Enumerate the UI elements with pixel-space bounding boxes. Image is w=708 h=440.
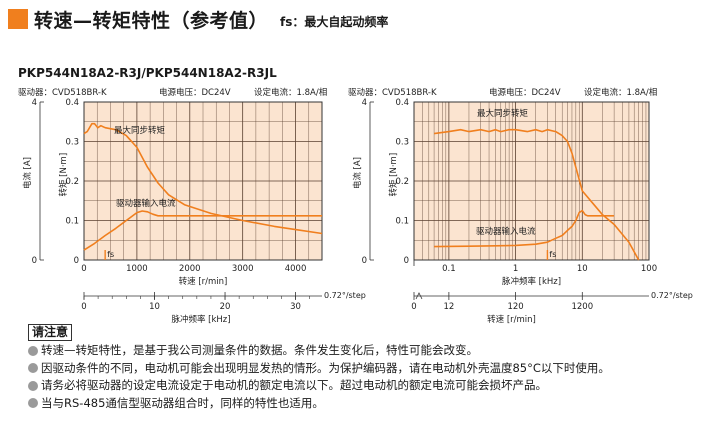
y-tick-label: 0.4: [395, 98, 409, 108]
plot-frame: [83, 101, 323, 261]
note-text: 转速—转矩特性，是基于我公司测量条件的数据。条件发生变化后，特性可能会改变。: [41, 343, 478, 357]
x2-tick-label: 1200: [571, 302, 593, 312]
fs-label: fs: [549, 250, 556, 259]
y-tick-label: 0.3: [65, 138, 79, 148]
current-line: [83, 210, 322, 251]
x2-axis-label: 脉冲频率 [kHz]: [171, 314, 230, 325]
x2-tick-label: 30: [290, 302, 301, 312]
bullet-icon: [28, 345, 38, 356]
x2-axis-label: 转速 [r/min]: [487, 314, 536, 325]
x2-tick-label: 12: [443, 302, 454, 312]
note-text: 当与RS-485通信型驱动器组合时，同样的特性也适用。: [41, 395, 324, 410]
y-tick-label: 0.2: [65, 177, 79, 187]
bullet-icon: [28, 398, 38, 409]
axis-break-marker: [415, 292, 423, 300]
y-tick-label: 0.1: [395, 217, 409, 227]
step-label: 0.72°/step: [324, 291, 366, 300]
x2-tick-label: 10: [149, 302, 160, 312]
current-label: 驱动器输入电流: [116, 198, 176, 209]
y2-tick-label: 0: [362, 256, 367, 266]
y2-axis-label: 电流 [A]: [22, 157, 33, 189]
note-item: 当与RS-485通信型驱动器组合时，同样的特性也适用。: [28, 395, 610, 413]
bullet-icon: [28, 380, 38, 391]
step-label: 0.72°/step: [651, 291, 693, 300]
notes-tag: 请注意: [28, 324, 73, 341]
accent-square: [8, 9, 28, 29]
y2-tick-label: 4: [362, 98, 367, 108]
model-number: PKP544N18A2-R3J/PKP544N18A2-R3JL: [18, 66, 277, 80]
driver-info: 驱动器：CVD518BR-K: [348, 87, 437, 98]
y-tick-label: 0.3: [395, 138, 409, 148]
y-tick-label: 0: [404, 256, 409, 266]
driver-info: 驱动器：CVD518BR-K: [18, 87, 107, 98]
y-tick-label: 0.2: [395, 177, 409, 187]
y2-tick-label: 0: [32, 256, 37, 266]
notes-section: 请注意 转速—转矩特性，是基于我公司测量条件的数据。条件发生变化后，特性可能会改…: [28, 324, 610, 412]
y-axis-label: 转矩 [N·m]: [58, 153, 69, 197]
x-tick-label: 0: [81, 264, 86, 274]
y-tick-label: 0.1: [65, 217, 79, 227]
note-item: 请务必将驱动器的设定电流设定于电动机的额定电流以下。超过电动机的额定电流可能会损…: [28, 377, 610, 395]
page-subtitle: fs：最大自起动频率: [280, 14, 389, 29]
torque-line: [433, 128, 640, 261]
bullet-icon: [28, 363, 38, 374]
x-tick-label: 10: [577, 264, 588, 274]
note-item: 转速—转矩特性，是基于我公司测量条件的数据。条件发生变化后，特性可能会改变。: [28, 342, 610, 360]
x2-tick-label: 120: [507, 302, 523, 312]
note-text: 因驱动条件的不同，电动机可能会出现明显发热的情形。为保护编码器，请在电动机外壳温…: [41, 360, 610, 375]
x-tick-label: 100: [641, 264, 657, 274]
fs-label: fs: [107, 250, 114, 259]
x2-tick-label: 0: [411, 302, 416, 312]
current-info: 设定电流：1.8A/相: [254, 87, 327, 98]
x-tick-label: 2000: [179, 264, 201, 274]
note-text: 请务必将驱动器的设定电流设定于电动机的额定电流以下。超过电动机的额定电流可能会损…: [41, 378, 547, 392]
x-tick-label: 0.1: [442, 264, 456, 274]
torque-label: 最大同步转矩: [114, 125, 166, 136]
section-header: 转速—转矩特性（参考值） fs：最大自起动频率: [8, 6, 388, 32]
note-item: 因驱动条件的不同，电动机可能会出现明显发热的情形。为保护编码器，请在电动机外壳温…: [28, 360, 610, 378]
x-tick-label: 4000: [285, 264, 307, 274]
current-info: 设定电流：1.8A/相: [584, 87, 657, 98]
torque-label: 最大同步转矩: [477, 108, 529, 119]
y2-tick-label: 4: [32, 98, 37, 108]
y-axis-label: 转矩 [N·m]: [388, 153, 399, 197]
y-tick-label: 0: [74, 256, 79, 266]
page-title: 转速—转矩特性（参考值）: [34, 9, 269, 32]
plot-frame: [413, 101, 650, 261]
x-tick-label: 1: [513, 264, 518, 274]
current-line: [434, 209, 615, 248]
x2-tick-label: 20: [220, 302, 231, 312]
voltage-info: 电源电压：DC24V: [159, 87, 231, 98]
y-tick-label: 0.4: [65, 98, 79, 108]
x-axis-label: 脉冲频率 [kHz]: [502, 276, 561, 287]
x2-tick-label: 0: [81, 302, 86, 312]
torque-line: [83, 122, 323, 235]
y2-axis-label: 电流 [A]: [352, 157, 363, 189]
x-tick-label: 1000: [126, 264, 148, 274]
voltage-info: 电源电压：DC24V: [489, 87, 561, 98]
current-label: 驱动器输入电流: [476, 226, 536, 237]
x-tick-label: 3000: [232, 264, 254, 274]
x-axis-label: 转速 [r/min]: [179, 276, 228, 287]
